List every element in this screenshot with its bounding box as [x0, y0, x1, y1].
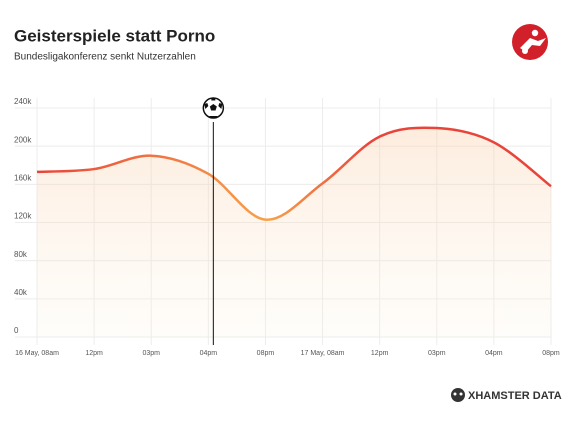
league-logo: [512, 24, 548, 60]
chart-subtitle: Bundesligakonferenz senkt Nutzerzahlen: [14, 52, 196, 63]
area: [37, 127, 551, 337]
x-tick-label: 08pm: [257, 350, 275, 357]
x-tick-label: 17 May, 08am: [301, 350, 345, 357]
x-tick-label: 16 May, 08am: [15, 350, 59, 357]
x-tick-label: 08pm: [542, 350, 560, 357]
x-tick-label: 03pm: [142, 350, 160, 357]
ball-patch: [209, 104, 217, 111]
x-tick-label: 12pm: [85, 350, 103, 357]
x-tick-label: 04pm: [200, 350, 218, 357]
line: [36, 126, 552, 221]
x-tick-label: 04pm: [485, 350, 503, 357]
y-tick-label: 0: [14, 326, 19, 335]
brand-logo: [451, 388, 465, 402]
x-tick-label: 12pm: [371, 350, 389, 357]
ball-icon: [202, 97, 225, 119]
y-tick-label: 160k: [14, 173, 32, 182]
y-tick-label: 240k: [14, 97, 32, 106]
brand: XHAMSTER DATA: [468, 390, 562, 402]
y-tick-label: 120k: [14, 212, 32, 221]
y-tick-label: 40k: [14, 288, 28, 297]
y-tick-label: 200k: [14, 135, 32, 144]
y-tick-label: 80k: [14, 250, 28, 259]
x-tick-label: 03pm: [428, 350, 446, 357]
chart-title: Geisterspiele statt Porno: [14, 26, 215, 45]
